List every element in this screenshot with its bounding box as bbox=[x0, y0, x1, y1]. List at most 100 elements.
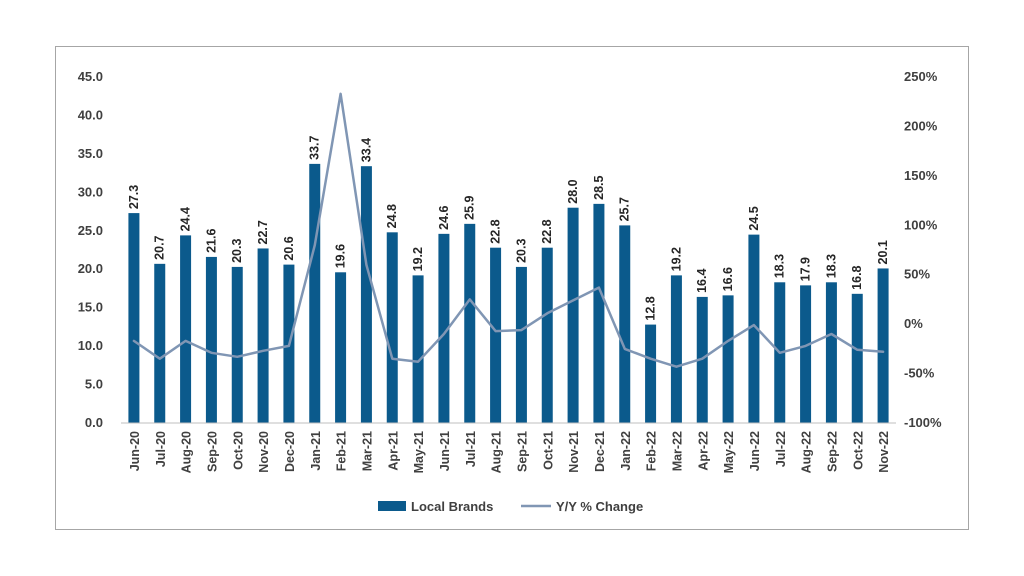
x-axis-tick-label: Jul-20 bbox=[154, 431, 168, 467]
bar bbox=[335, 272, 347, 423]
bar-data-label: 18.3 bbox=[773, 254, 787, 278]
bar-data-label: 20.7 bbox=[153, 235, 167, 259]
right-axis-tick-label: 150% bbox=[904, 168, 938, 183]
x-axis-tick-label: Nov-22 bbox=[877, 431, 891, 473]
x-axis-tick-label: Feb-21 bbox=[335, 431, 349, 471]
bar bbox=[128, 213, 140, 423]
bar-data-label: 22.8 bbox=[540, 219, 554, 243]
left-axis-tick-label: 25.0 bbox=[78, 223, 103, 238]
bar bbox=[541, 247, 553, 423]
bar bbox=[438, 233, 450, 423]
bar-data-label: 33.7 bbox=[308, 136, 322, 160]
bar-data-label: 20.3 bbox=[514, 239, 528, 263]
bar-data-label: 24.8 bbox=[385, 204, 399, 228]
x-axis-tick-label: Oct-20 bbox=[231, 431, 245, 470]
right-axis-tick-label: 0% bbox=[904, 316, 923, 331]
x-axis-tick-label: Dec-21 bbox=[593, 431, 607, 472]
legend-swatch-local-brands bbox=[378, 501, 406, 511]
x-axis-tick-label: Apr-22 bbox=[696, 431, 710, 471]
bar bbox=[180, 235, 192, 423]
x-axis-tick-label: Oct-21 bbox=[541, 431, 555, 470]
bar-data-label: 20.6 bbox=[282, 236, 296, 260]
bar bbox=[800, 285, 812, 423]
right-axis-tick-label: -50% bbox=[904, 366, 935, 381]
bar-data-label: 24.5 bbox=[747, 206, 761, 230]
bar bbox=[670, 275, 682, 423]
x-axis-tick-label: Jun-21 bbox=[438, 431, 452, 471]
bar-data-label: 28.5 bbox=[592, 175, 606, 199]
bar-data-label: 21.6 bbox=[204, 229, 218, 253]
bar-data-label: 16.8 bbox=[850, 265, 864, 289]
bar bbox=[257, 248, 269, 423]
bar bbox=[154, 263, 166, 423]
bar-data-label: 22.8 bbox=[489, 219, 503, 243]
bar bbox=[386, 232, 398, 423]
bar bbox=[515, 266, 527, 423]
bar-data-label: 19.2 bbox=[669, 247, 683, 271]
bar-data-label: 18.3 bbox=[824, 254, 838, 278]
bar bbox=[825, 282, 837, 423]
bar-data-label: 22.7 bbox=[256, 220, 270, 244]
x-axis-tick-label: Dec-20 bbox=[283, 431, 297, 472]
right-axis-tick-label: -100% bbox=[904, 415, 942, 430]
x-axis-tick-label: Jan-21 bbox=[309, 431, 323, 471]
legend-label-yoy-change: Y/Y % Change bbox=[556, 499, 643, 514]
bar-data-label: 16.4 bbox=[695, 269, 709, 293]
bar bbox=[567, 207, 579, 423]
x-axis-tick-label: Nov-21 bbox=[567, 431, 581, 473]
x-axis-tick-label: Feb-22 bbox=[645, 431, 659, 471]
x-axis-tick-label: Mar-22 bbox=[670, 431, 684, 471]
bar bbox=[309, 163, 321, 423]
x-axis-tick-label: Aug-20 bbox=[180, 431, 194, 473]
chart-frame: 0.0 5.0 10.0 15.0 20.0 25.0 30.0 35.0 40.0 45.0 -1… bbox=[55, 46, 969, 530]
left-axis-tick-label: 40.0 bbox=[78, 107, 103, 122]
left-axis-tick-label: 45.0 bbox=[78, 69, 103, 84]
left-axis-tick-label: 5.0 bbox=[85, 377, 103, 392]
bar bbox=[412, 275, 424, 423]
left-axis-tick-label: 30.0 bbox=[78, 184, 103, 199]
left-axis-tick-label: 15.0 bbox=[78, 300, 103, 315]
left-axis-tick-label: 35.0 bbox=[78, 146, 103, 161]
bar bbox=[490, 247, 502, 423]
chart-canvas: 0.0 5.0 10.0 15.0 20.0 25.0 30.0 35.0 40.0 45.0 -1… bbox=[78, 69, 942, 514]
yoy-change-line bbox=[132, 92, 885, 368]
left-axis-tick-label: 20.0 bbox=[78, 261, 103, 276]
bar-data-label: 12.8 bbox=[644, 296, 658, 320]
bar bbox=[205, 256, 217, 423]
bar-data-label: 27.3 bbox=[127, 185, 141, 209]
bar-data-label: 19.6 bbox=[334, 244, 348, 268]
x-axis-tick-label: May-21 bbox=[412, 431, 426, 473]
bar bbox=[851, 293, 863, 423]
x-axis-tick-label: Jun-22 bbox=[748, 431, 762, 471]
bar bbox=[231, 266, 243, 423]
bar bbox=[593, 203, 605, 423]
x-axis-tick-label: Nov-20 bbox=[257, 431, 271, 473]
bar bbox=[748, 234, 760, 423]
left-axis-tick-label: 10.0 bbox=[78, 338, 103, 353]
bar-data-label: 25.9 bbox=[463, 195, 477, 219]
x-axis-tick-label: Sep-22 bbox=[825, 431, 839, 472]
x-axis-tick-label: Jul-22 bbox=[774, 431, 788, 467]
x-axis-tick-label: Jul-21 bbox=[464, 431, 478, 467]
x-axis-tick-label: Sep-20 bbox=[205, 431, 219, 472]
bar-data-label: 24.4 bbox=[179, 207, 193, 231]
x-axis-tick-label: Aug-21 bbox=[490, 431, 504, 473]
x-axis-tick-label: Aug-22 bbox=[800, 431, 814, 473]
left-axis-tick-label: 0.0 bbox=[85, 415, 103, 430]
bar bbox=[360, 166, 372, 423]
bar-data-label: 19.2 bbox=[411, 247, 425, 271]
x-axis-tick-label: Apr-21 bbox=[386, 431, 400, 471]
x-axis-tick-label: Mar-21 bbox=[360, 431, 374, 471]
bar-data-label: 33.4 bbox=[359, 138, 373, 162]
bar bbox=[645, 324, 657, 423]
x-axis-tick-label: Jan-22 bbox=[619, 431, 633, 471]
bar-data-label: 20.1 bbox=[876, 240, 890, 264]
x-axis-tick-label: Jun-20 bbox=[128, 431, 142, 471]
right-axis-tick-label: 250% bbox=[904, 69, 938, 84]
x-axis-tick-label: May-22 bbox=[722, 431, 736, 473]
right-axis-tick-label: 200% bbox=[904, 118, 938, 133]
x-axis-tick-label: Sep-21 bbox=[515, 431, 529, 472]
bar bbox=[619, 225, 631, 423]
bar-data-label: 20.3 bbox=[230, 239, 244, 263]
right-axis-tick-label: 100% bbox=[904, 217, 938, 232]
